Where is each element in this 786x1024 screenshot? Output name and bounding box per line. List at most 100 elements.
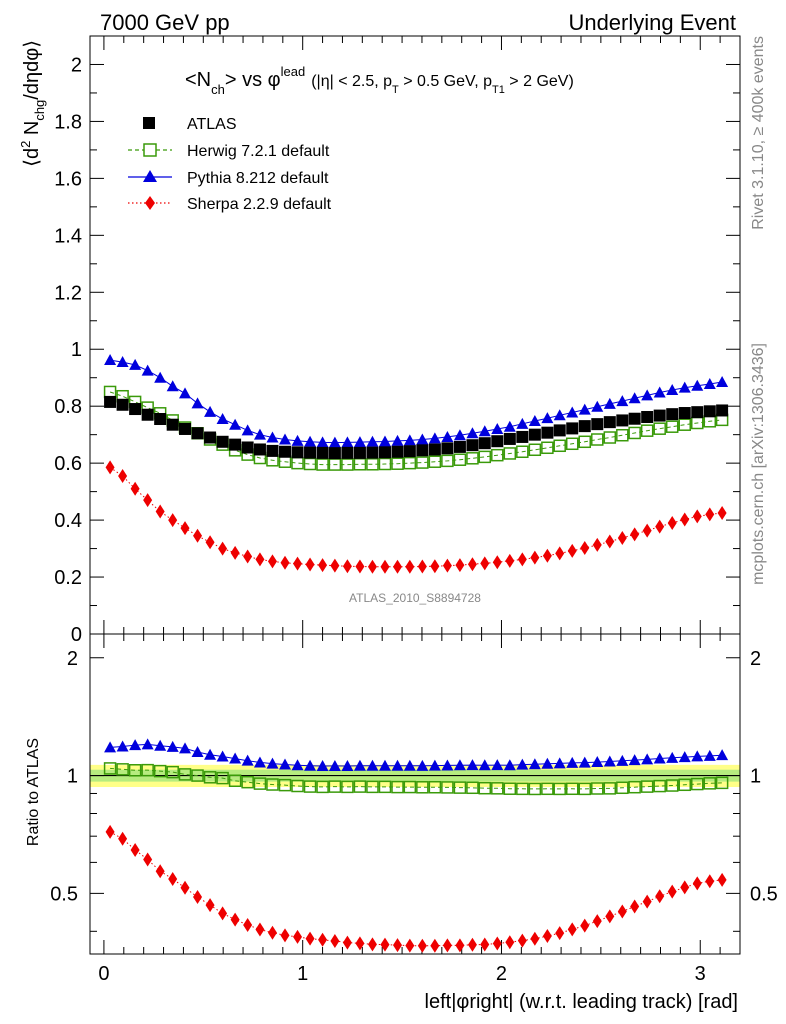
sherpa-point <box>267 554 277 569</box>
sherpa-point <box>542 548 552 563</box>
pythia-point <box>279 433 291 445</box>
herwig-point <box>653 422 666 435</box>
sherpa-point <box>430 559 440 574</box>
sherpa-ratio-point <box>380 937 390 952</box>
atlas-point <box>166 418 179 431</box>
sherpa-ratio-point <box>280 928 290 943</box>
sherpa-ratio-point <box>105 824 115 839</box>
herwig-point <box>553 439 566 453</box>
sherpa-point <box>342 559 352 574</box>
pythia-point <box>116 356 129 368</box>
sherpa-ratio-point <box>305 931 315 946</box>
atlas-point <box>453 440 466 453</box>
main-series <box>103 354 729 574</box>
sherpa-point <box>480 556 490 571</box>
sherpa-ratio-point <box>393 938 403 953</box>
herwig-ratio-point <box>715 776 729 790</box>
sherpa-line <box>109 466 723 568</box>
atlas-point <box>503 432 516 445</box>
sherpa-ratio-point <box>318 932 328 947</box>
atlas-point <box>304 446 317 459</box>
sherpa-point <box>467 557 477 572</box>
pythia-ratio-point <box>528 758 541 770</box>
atlas-point <box>328 447 341 460</box>
y-tick-label: 1.4 <box>54 225 82 247</box>
atlas-point <box>141 408 154 421</box>
pythia-point <box>466 427 479 439</box>
sherpa-point <box>293 556 303 571</box>
sherpa-point <box>318 558 328 573</box>
pythia-ratio-point <box>591 756 604 768</box>
atlas-point <box>104 395 117 408</box>
pythia-point <box>453 429 466 441</box>
sherpa-ratio-point <box>567 922 577 937</box>
pythia-point <box>603 397 616 409</box>
ratio-y-tick-label: 1 <box>67 766 78 788</box>
sherpa-point <box>705 507 715 522</box>
herwig-point <box>403 456 417 470</box>
herwig-point <box>341 458 354 471</box>
ratio-y-tick-label: 2 <box>67 648 78 670</box>
sherpa-point <box>330 558 340 573</box>
pythia-ratio-point <box>691 750 704 762</box>
sherpa-point <box>355 559 365 574</box>
herwig-point <box>578 435 592 449</box>
sherpa-ratio-point <box>118 831 128 846</box>
herwig-ratio-point <box>191 769 204 782</box>
sherpa-ratio-point <box>480 937 490 952</box>
pythia-point <box>353 436 366 448</box>
y-axis-title-main: ⟨d2 Nchg/dηdφ⟩ <box>18 40 47 167</box>
sherpa-point <box>180 521 190 536</box>
sherpa-point <box>417 559 427 574</box>
sherpa-point <box>617 531 627 546</box>
sherpa-ratio-point <box>467 937 477 952</box>
herwig-ratio-point <box>178 768 192 781</box>
sherpa-ratio-point <box>243 917 253 932</box>
pythia-point <box>441 430 454 442</box>
atlas-point <box>678 407 691 420</box>
pythia-point <box>591 400 604 412</box>
herwig-point <box>640 424 654 437</box>
plot-title: <Nch> vs φlead(|η| < 2.5, pT > 0.5 GeV, … <box>185 64 574 97</box>
pythia-ratio-point <box>491 759 504 771</box>
herwig-point <box>616 428 629 442</box>
pythia-point <box>666 383 679 395</box>
atlas-point <box>229 438 242 451</box>
sherpa-ratio-point <box>130 842 140 857</box>
herwig-point <box>316 458 329 471</box>
atlas-point <box>291 446 304 459</box>
herwig-point <box>565 437 579 451</box>
atlas-point <box>154 413 167 426</box>
y-tick-label: 1 <box>71 339 82 361</box>
legend-pythia-marker <box>143 170 157 182</box>
legend-sherpa-label: Sherpa 2.2.9 default <box>187 196 332 213</box>
sherpa-ratio-point <box>555 926 565 941</box>
sherpa-ratio-point <box>330 933 340 948</box>
sherpa-point <box>530 550 540 565</box>
y-tick-label: 0.8 <box>54 396 82 418</box>
pythia-point <box>378 435 391 447</box>
pythia-point <box>179 387 192 399</box>
pythia-ratio-line <box>110 743 723 767</box>
herwig-point <box>441 454 454 468</box>
herwig-point <box>466 452 479 465</box>
tick-labels: 0 1 2 3 0 0.2 0.4 0.6 0.8 1 1.2 1.4 1.6 1.8 2 0.5 0.5 1 1 2… <box>50 54 778 985</box>
atlas-point <box>428 443 441 456</box>
x-axis-title: left|φright| (w.r.t. leading track) [rad… <box>425 991 738 1013</box>
sherpa-ratio-point <box>143 852 153 867</box>
pythia-ratio-point <box>266 757 279 769</box>
ratio-series <box>103 738 729 953</box>
sherpa-point <box>642 523 652 538</box>
pythia-point <box>703 377 716 389</box>
pythia-point <box>428 432 441 444</box>
pythia-point <box>516 417 529 429</box>
pythia-point <box>304 435 317 447</box>
pythia-point <box>191 397 204 409</box>
pythia-point <box>541 412 554 424</box>
atlas-point <box>266 444 279 457</box>
pythia-ratio-point <box>191 745 204 757</box>
sherpa-point <box>492 555 502 570</box>
atlas-point <box>279 445 291 458</box>
rivet-label: Rivet 3.1.10, ≥ 400k events <box>750 36 767 230</box>
